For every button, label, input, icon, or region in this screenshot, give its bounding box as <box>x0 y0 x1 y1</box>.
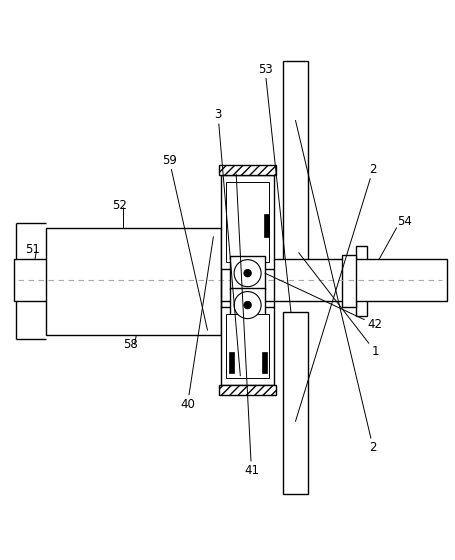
Bar <box>341 255 355 307</box>
Circle shape <box>243 269 251 277</box>
Bar <box>263 214 268 237</box>
Text: 3: 3 <box>214 108 240 376</box>
Text: 2: 2 <box>295 120 376 454</box>
Bar <box>355 246 366 316</box>
Text: 58: 58 <box>123 338 137 352</box>
Bar <box>221 307 273 385</box>
Bar <box>230 288 264 323</box>
Bar <box>218 165 275 175</box>
Bar <box>282 312 307 494</box>
Text: 40: 40 <box>180 237 213 410</box>
Text: 42: 42 <box>264 273 381 331</box>
Text: 52: 52 <box>111 199 126 212</box>
Bar <box>14 259 446 301</box>
Text: 59: 59 <box>162 153 207 330</box>
Bar <box>230 256 264 291</box>
Bar <box>262 352 267 374</box>
Text: 53: 53 <box>257 63 290 312</box>
Bar <box>46 227 221 335</box>
Circle shape <box>233 260 261 287</box>
Bar <box>225 314 268 378</box>
Bar <box>221 175 273 269</box>
Text: 54: 54 <box>396 215 411 228</box>
Text: 41: 41 <box>236 174 258 477</box>
Bar <box>218 385 275 395</box>
Circle shape <box>243 301 251 309</box>
Text: 1: 1 <box>298 253 378 358</box>
Bar <box>229 352 234 374</box>
Bar <box>225 182 268 262</box>
Text: 2: 2 <box>295 163 376 421</box>
Bar <box>282 61 307 271</box>
Text: 51: 51 <box>25 242 40 255</box>
Circle shape <box>233 292 261 319</box>
